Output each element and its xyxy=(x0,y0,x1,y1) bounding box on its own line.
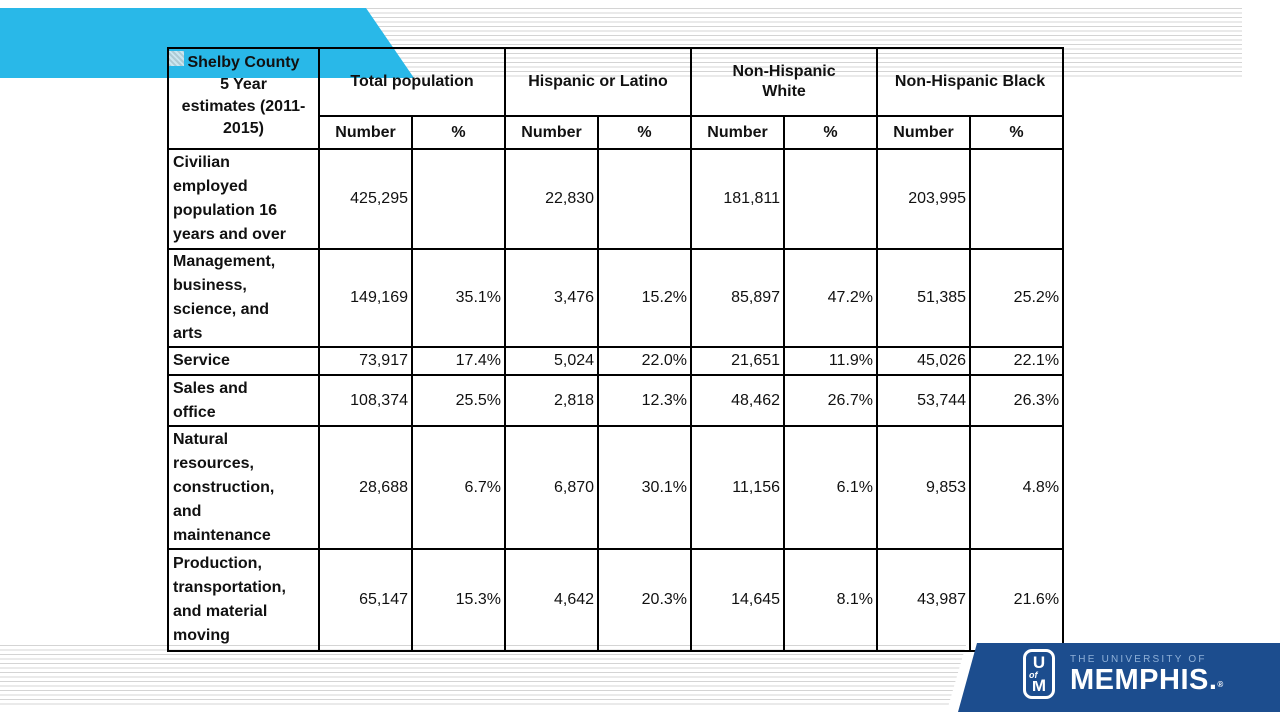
cell-value: 4,642 xyxy=(504,548,600,652)
monogram-u: U xyxy=(1032,653,1046,672)
cell-value: 3,476 xyxy=(504,248,600,348)
wordmark-line1: THE UNIVERSITY OF xyxy=(1070,654,1207,665)
cell-value: 15.2% xyxy=(597,248,693,348)
cell-value: 25.2% xyxy=(969,248,1065,348)
university-wordmark: THE UNIVERSITY OF MEMPHIS.® xyxy=(1070,654,1223,702)
subheader-number: Number xyxy=(876,115,972,150)
table-row: Sales and office 108,374 25.5% 2,818 12.3… xyxy=(167,374,1065,427)
uofm-monogram-icon: U of M xyxy=(1023,649,1055,699)
cell-value: 53,744 xyxy=(876,374,972,427)
cell-value: 6,870 xyxy=(504,425,600,550)
cell-value: 9,853 xyxy=(876,425,972,550)
cell-value: 20.3% xyxy=(597,548,693,652)
cell-value xyxy=(783,148,879,250)
cell-value: 203,995 xyxy=(876,148,972,250)
cell-value xyxy=(969,148,1065,250)
cell-value: 149,169 xyxy=(318,248,413,348)
cell-value: 65,147 xyxy=(318,548,413,652)
cell-value: 11.9% xyxy=(783,346,879,376)
university-logo-band: U of M THE UNIVERSITY OF MEMPHIS.® xyxy=(958,643,1280,712)
cell-value: 26.3% xyxy=(969,374,1065,427)
group-header-total-population: Total population xyxy=(317,47,507,117)
cell-value: 11,156 xyxy=(690,425,786,550)
cell-value: 108,374 xyxy=(318,374,413,427)
subheader-percent: % xyxy=(783,115,879,150)
wordmark-line2: MEMPHIS.® xyxy=(1070,665,1223,702)
registered-trademark-icon: ® xyxy=(1217,680,1224,689)
subheader-percent: % xyxy=(597,115,693,150)
cell-value: 4.8% xyxy=(969,425,1065,550)
subheader-percent: % xyxy=(969,115,1065,150)
subheader-percent: % xyxy=(410,115,507,150)
cell-value: 45,026 xyxy=(876,346,972,376)
monogram-m: M xyxy=(1031,676,1047,695)
shelby-county-estimates-table: Shelby County 5 Year estimates (2011- 2015)… xyxy=(167,47,1065,652)
table-row: Management, business, science, and arts 149… xyxy=(167,248,1065,348)
cell-value: 21.6% xyxy=(969,548,1065,652)
cell-value: 22.1% xyxy=(969,346,1065,376)
row-label: Service xyxy=(167,346,320,376)
cell-value: 14,645 xyxy=(690,548,786,652)
cell-value: 43,987 xyxy=(876,548,972,652)
row-label: Natural resources, construction, and mainten… xyxy=(167,425,320,550)
cell-value: 5,024 xyxy=(504,346,600,376)
subheader-number: Number xyxy=(504,115,600,150)
cell-value: 22.0% xyxy=(597,346,693,376)
cell-value: 6.7% xyxy=(410,425,507,550)
cell-value: 73,917 xyxy=(318,346,413,376)
table-row: Service 73,917 17.4% 5,024 22.0% 21,651 … xyxy=(167,346,1065,376)
cell-value: 30.1% xyxy=(597,425,693,550)
wordmark-memphis: MEMPHIS. xyxy=(1070,664,1218,696)
row-label: Sales and office xyxy=(167,374,320,427)
cell-value: 21,651 xyxy=(690,346,786,376)
cell-value: 35.1% xyxy=(410,248,507,348)
cell-value: 6.1% xyxy=(783,425,879,550)
cell-value xyxy=(410,148,507,250)
row-label: Civilian employed population 16 years and o… xyxy=(167,148,320,250)
corner-header: Shelby County 5 Year estimates (2011- 2015) xyxy=(167,47,320,150)
paste-artifact xyxy=(169,51,184,66)
table-row: Natural resources, construction, and mainten… xyxy=(167,425,1065,550)
table-row: Production, transportation, and material mo… xyxy=(167,548,1065,652)
cell-value: 28,688 xyxy=(318,425,413,550)
cell-value: 22,830 xyxy=(504,148,600,250)
cell-value: 15.3% xyxy=(410,548,507,652)
row-label: Production, transportation, and material mo… xyxy=(167,548,320,652)
cell-value: 26.7% xyxy=(783,374,879,427)
bottom-pinstripe-band xyxy=(0,645,966,707)
cell-value: 48,462 xyxy=(690,374,786,427)
cell-value: 85,897 xyxy=(690,248,786,348)
cell-value xyxy=(597,148,693,250)
group-header-non-hispanic-black: Non-Hispanic Black xyxy=(876,47,1065,117)
cell-value: 17.4% xyxy=(410,346,507,376)
cell-value: 51,385 xyxy=(876,248,972,348)
group-header-hispanic-latino: Hispanic or Latino xyxy=(504,47,693,117)
row-label: Management, business, science, and arts xyxy=(167,248,320,348)
table-row: Civilian employed population 16 years and o… xyxy=(167,148,1065,250)
cell-value: 8.1% xyxy=(783,548,879,652)
cell-value: 425,295 xyxy=(318,148,413,250)
cell-value: 2,818 xyxy=(504,374,600,427)
cell-value: 181,811 xyxy=(690,148,786,250)
cell-value: 25.5% xyxy=(410,374,507,427)
monogram-of: of xyxy=(1027,670,1040,681)
cell-value: 12.3% xyxy=(597,374,693,427)
subheader-number: Number xyxy=(690,115,786,150)
subheader-number: Number xyxy=(318,115,413,150)
group-header-non-hispanic-white: Non-Hispanic White xyxy=(690,47,879,117)
cell-value: 47.2% xyxy=(783,248,879,348)
